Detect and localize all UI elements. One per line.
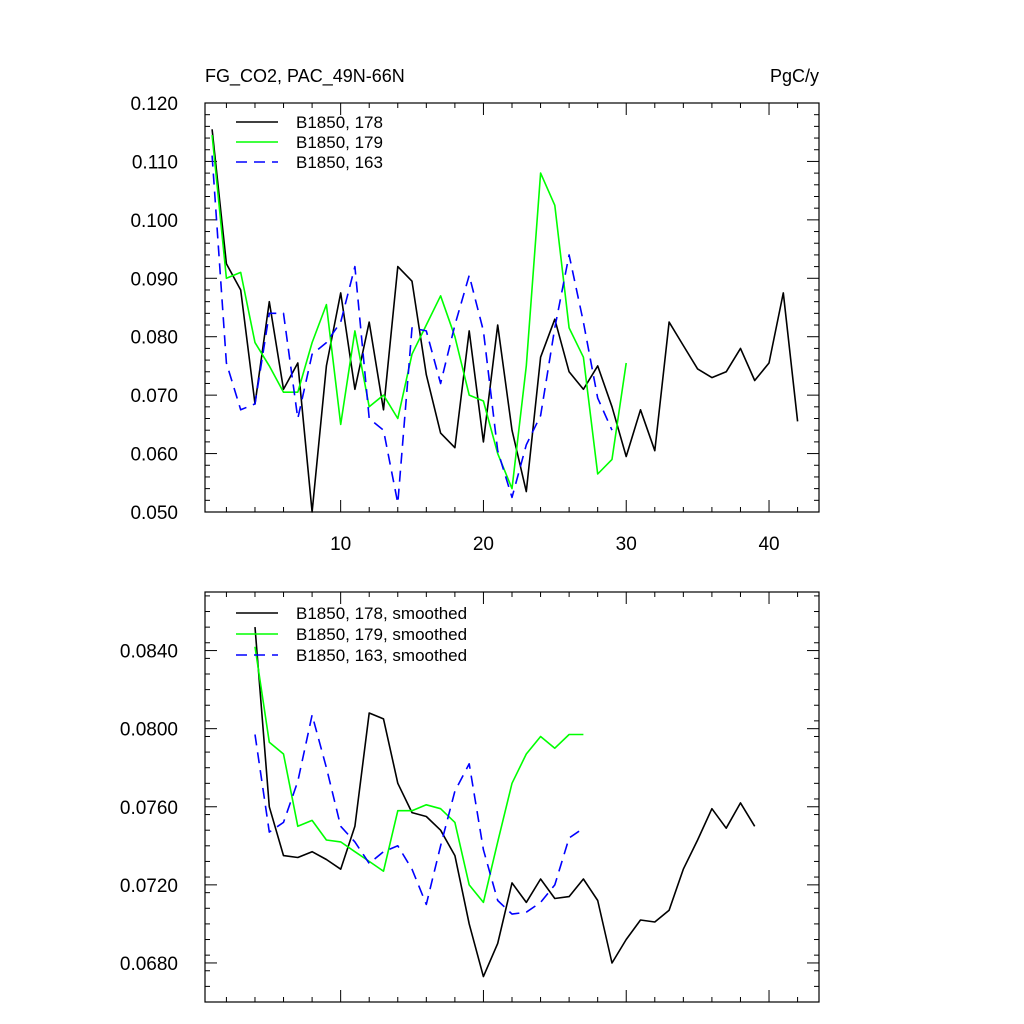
bottom-chart-panel: 0.0680 0.0720 0.0760 0.0800 0.0840 B1850, 17… xyxy=(120,591,820,1003)
legend-label-2: B1850, 163, smoothed xyxy=(296,646,467,665)
series-line-0 xyxy=(254,627,756,978)
top-chart-frame xyxy=(204,102,820,513)
series-line-2 xyxy=(211,155,613,505)
y-tick-label: 0.0840 xyxy=(120,642,178,663)
legend-label-1: B1850, 179 xyxy=(296,133,383,152)
x-tick-label: 20 xyxy=(473,534,494,555)
y-tick-label: 0.060 xyxy=(130,445,178,466)
legend-label-2: B1850, 163 xyxy=(296,153,383,172)
bottom-chart-frame xyxy=(204,591,820,1003)
y-tick-label: 0.080 xyxy=(130,328,178,349)
bottom-chart-legend: B1850, 178, smoothed B1850, 179, smoothed… xyxy=(236,604,467,665)
y-tick-label: 0.0800 xyxy=(120,720,178,741)
x-tick-label: 40 xyxy=(758,534,779,555)
series-line-2 xyxy=(254,714,584,915)
y-tick-label: 0.120 xyxy=(130,94,178,115)
y-tick-label: 0.110 xyxy=(132,152,178,173)
y-tick-label: 0.070 xyxy=(130,386,178,407)
y-tick-label: 0.0760 xyxy=(120,798,178,819)
top-chart-ticks: 10 20 30 40 0.050 0.060 0.070 0.080 0.090 0.100 0.… xyxy=(130,94,819,555)
series-line-1 xyxy=(211,135,627,490)
bottom-chart-lines xyxy=(254,627,756,978)
top-chart-panel: FG_CO2, PAC_49N-66N PgC/y 10 20 30 40 0.050 0… xyxy=(130,66,820,555)
legend-label-0: B1850, 178 xyxy=(296,113,383,132)
series-line-1 xyxy=(254,646,584,904)
bottom-chart-ticks: 0.0680 0.0720 0.0760 0.0800 0.0840 xyxy=(120,592,819,1003)
y-tick-label: 0.0720 xyxy=(120,876,178,897)
y-tick-label: 0.090 xyxy=(130,269,178,290)
units-label: PgC/y xyxy=(770,66,819,86)
y-tick-label: 0.0680 xyxy=(120,954,178,975)
x-tick-label: 10 xyxy=(330,534,351,555)
chart-title: FG_CO2, PAC_49N-66N xyxy=(205,66,405,87)
y-tick-label: 0.100 xyxy=(130,211,178,232)
legend-label-0: B1850, 178, smoothed xyxy=(296,604,467,623)
y-tick-label: 0.050 xyxy=(130,503,178,524)
x-tick-label: 30 xyxy=(616,534,637,555)
legend-label-1: B1850, 179, smoothed xyxy=(296,625,467,644)
series-line-0 xyxy=(211,129,799,513)
top-chart-lines xyxy=(211,129,799,513)
